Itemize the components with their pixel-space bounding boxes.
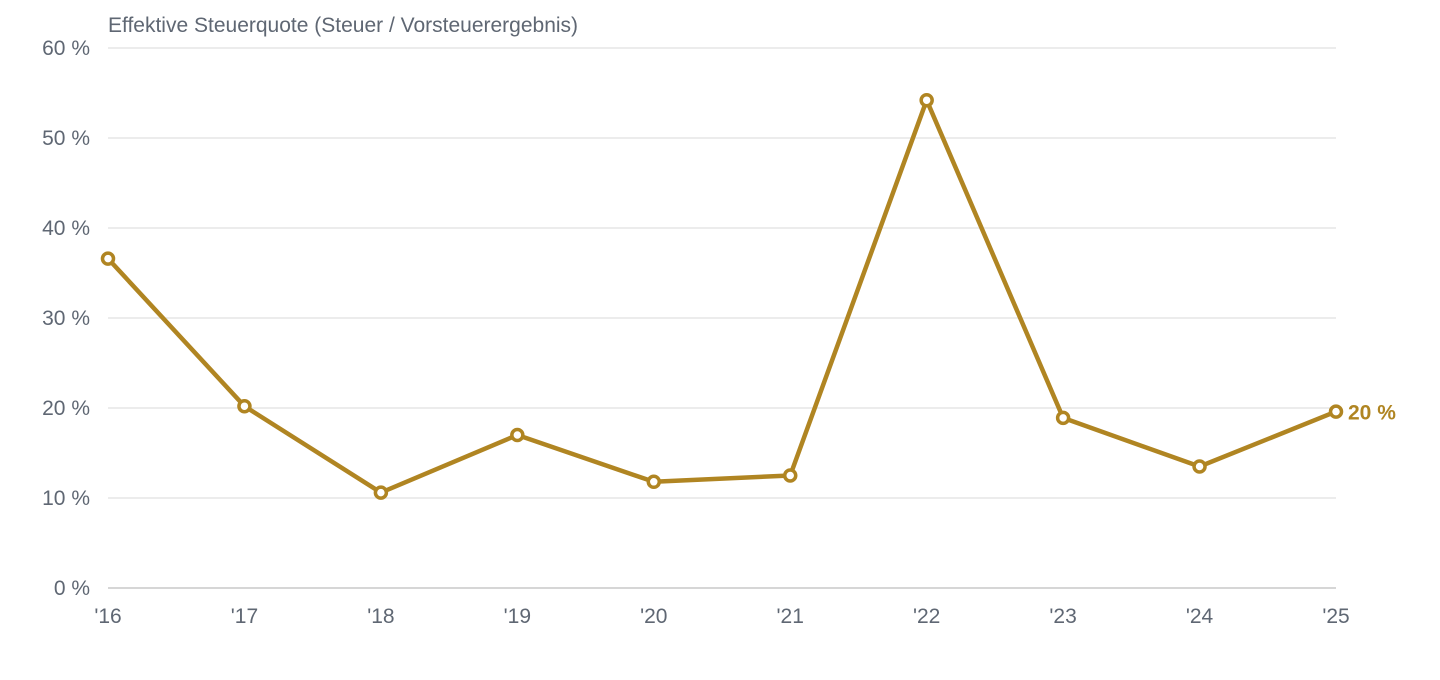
data-point (1328, 404, 1344, 419)
grid-lines (108, 47, 1336, 589)
data-point (237, 398, 252, 414)
x-tick-label: '17 (231, 605, 258, 628)
y-tick-label: 50 % (42, 127, 90, 150)
x-tick-label: '23 (1049, 605, 1076, 628)
y-tick-label: 40 % (42, 217, 90, 240)
x-tick-label: '19 (504, 605, 531, 628)
chart-title: Effektive Steuerquote (Steuer / Vorsteue… (108, 14, 578, 37)
data-point (1192, 459, 1207, 474)
data-point (100, 251, 116, 266)
x-tick-label: '16 (94, 605, 121, 628)
x-tick-label: '24 (1186, 605, 1214, 628)
data-point (782, 468, 798, 483)
y-tick-label: 0 % (54, 577, 90, 600)
end-labels: 20 % (1348, 402, 1396, 425)
y-axis-tick-labels: 0 % 10 % 20 % 30 % 40 % 50 % 60 % (42, 37, 90, 600)
x-tick-label: '20 (640, 605, 667, 628)
data-point (646, 474, 662, 490)
data-point (373, 485, 389, 500)
end-value-label: 20 % (1348, 402, 1396, 425)
y-tick-label: 60 % (42, 37, 90, 60)
x-axis-tick-labels: '16 '17 '18 '19 '20 '21 '22 '23 '24 '25 (94, 605, 1349, 628)
x-tick-label: '22 (913, 605, 940, 628)
x-tick-label: '25 (1322, 605, 1349, 628)
y-tick-label: 30 % (42, 307, 90, 330)
series-line (105, 97, 1339, 495)
x-tick-label: '21 (777, 605, 804, 628)
y-tick-label: 20 % (42, 397, 90, 420)
y-tick-label: 10 % (42, 487, 90, 510)
series-lines (105, 97, 1339, 495)
data-point (510, 427, 525, 443)
data-points (100, 92, 1344, 500)
data-point (1055, 410, 1071, 426)
x-tick-label: '18 (367, 605, 394, 628)
data-point (919, 92, 934, 108)
